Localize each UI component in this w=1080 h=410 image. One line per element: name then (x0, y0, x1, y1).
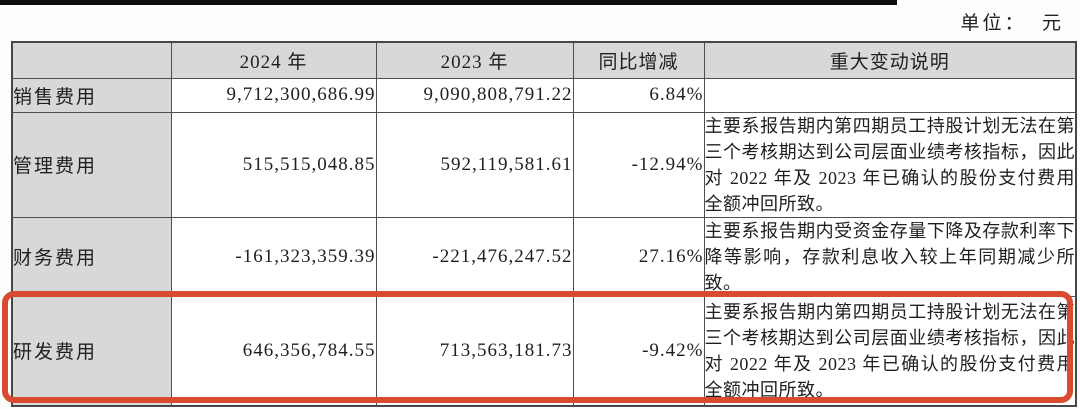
value-2023: 592,119,581.61 (375, 111, 574, 218)
change-note (703, 77, 1077, 113)
table-row-finance-expense: 财务费用 -161,323,359.39 -221,476,247.52 27.… (11, 216, 1077, 297)
yoy-change-value: -9.42% (572, 295, 705, 407)
table-header-row: 2024 年 2023 年 同比增减 重大变动说明 (11, 41, 1077, 79)
value-2024: -161,323,359.39 (170, 216, 377, 297)
change-note: 主要系报告期内第四期员工持股计划无法在第三个考核期达到公司层面业绩考核指标，因此… (703, 295, 1077, 407)
row-label: 研发费用 (11, 295, 172, 407)
yoy-change-value: -12.94% (572, 111, 705, 218)
yoy-change-value: 27.16% (572, 216, 705, 297)
header-change-note: 重大变动说明 (703, 41, 1077, 79)
top-accent-bar (0, 0, 897, 5)
expenses-table: 2024 年 2023 年 同比增减 重大变动说明 销售费用 9,712,300… (11, 41, 1077, 407)
change-note: 主要系报告期内受资金存量下降及存款利率下降等影响，存款利息收入较上年同期减少所致… (703, 216, 1077, 297)
value-2023: 9,090,808,791.22 (375, 77, 574, 113)
row-label: 销售费用 (11, 77, 172, 113)
value-2024: 9,712,300,686.99 (170, 77, 377, 113)
header-2024: 2024 年 (170, 41, 377, 79)
table-row-admin-expense: 管理费用 515,515,048.85 592,119,581.61 -12.9… (11, 111, 1077, 218)
row-label: 管理费用 (11, 111, 172, 218)
value-2024: 646,356,784.55 (170, 295, 377, 407)
table-row-rnd-expense: 研发费用 646,356,784.55 713,563,181.73 -9.42… (11, 295, 1077, 407)
value-2023: 713,563,181.73 (375, 295, 574, 407)
header-2023: 2023 年 (375, 41, 574, 79)
header-yoy-change: 同比增减 (572, 41, 705, 79)
header-row-label (11, 41, 172, 79)
yoy-change-value: 6.84% (572, 77, 705, 113)
change-note: 主要系报告期内第四期员工持股计划无法在第三个考核期达到公司层面业绩考核指标，因此… (703, 111, 1077, 218)
table-row-sales-expense: 销售费用 9,712,300,686.99 9,090,808,791.22 6… (11, 77, 1077, 113)
unit-label: 单位： 元 (960, 13, 1064, 34)
value-2024: 515,515,048.85 (170, 111, 377, 218)
row-label: 财务费用 (11, 216, 172, 297)
value-2023: -221,476,247.52 (375, 216, 574, 297)
